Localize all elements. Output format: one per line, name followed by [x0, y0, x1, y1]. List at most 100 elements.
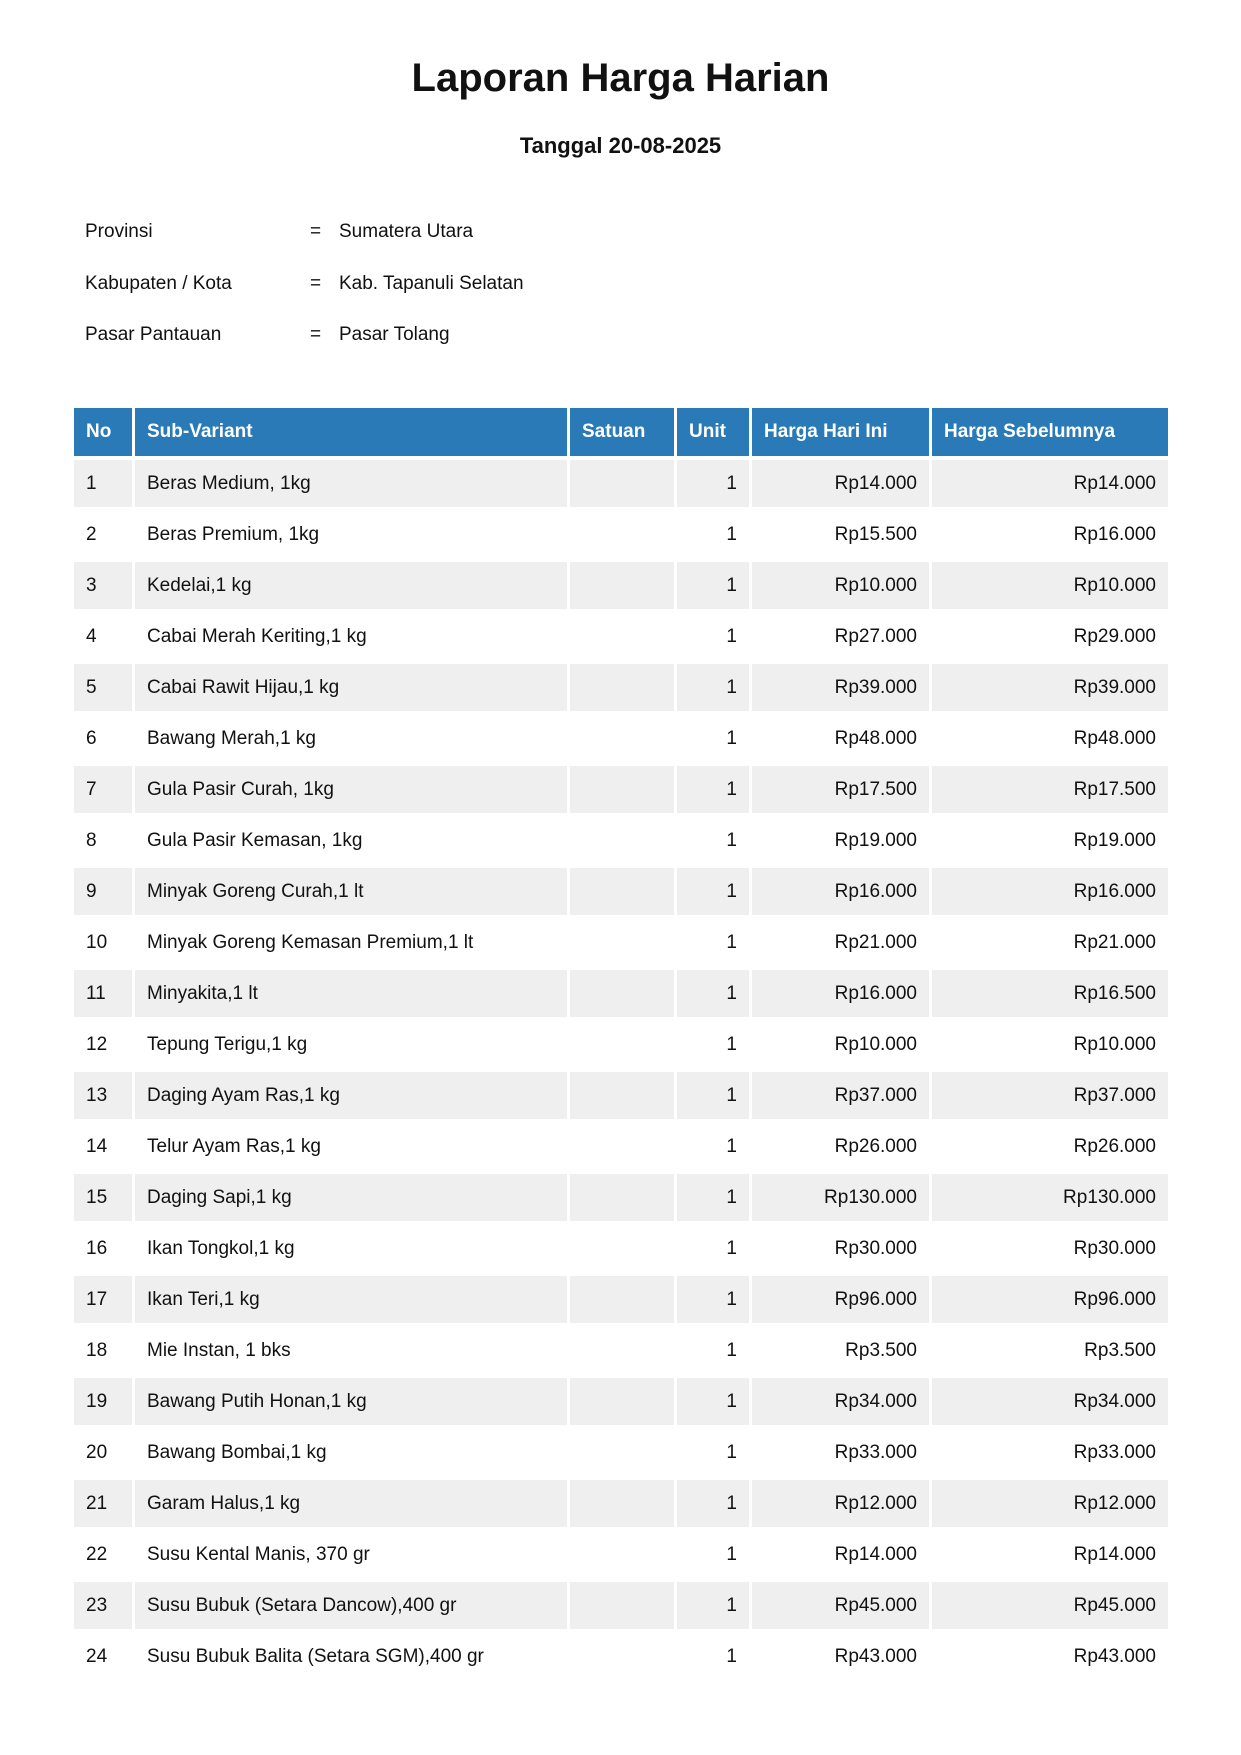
cell-sub-variant: Cabai Rawit Hijau,1 kg — [135, 664, 567, 711]
cell-unit: 1 — [677, 664, 749, 711]
cell-sub-variant: Gula Pasir Curah, 1kg — [135, 766, 567, 813]
cell-satuan — [570, 664, 674, 711]
cell-harga-sebelumnya: Rp29.000 — [1073, 625, 1156, 647]
cell-harga-hari-ini: Rp17.500 — [752, 766, 929, 813]
cell-harga-hari-ini: Rp3.500 — [845, 1339, 917, 1361]
cell-harga-hari-ini: Rp14.000 — [752, 460, 929, 507]
cell-harga-sebelumnya: Rp16.000 — [1073, 523, 1156, 545]
cell-harga-hari-ini: Rp12.000 — [752, 1480, 929, 1527]
cell-unit: 1 — [726, 1135, 737, 1157]
cell-satuan — [570, 1276, 674, 1323]
cell-harga-hari-ini: Rp10.000 — [752, 562, 929, 609]
cell-sub-variant: Minyakita,1 lt — [135, 970, 567, 1017]
cell-harga-hari-ini: Rp26.000 — [834, 1135, 917, 1157]
cell-sub-variant: Minyak Goreng Kemasan Premium,1 lt — [147, 931, 474, 953]
cell-satuan — [570, 766, 674, 813]
table-row: 13 Daging Ayam Ras,1 kg 1 Rp37.000 Rp37.000 — [74, 1072, 1168, 1119]
cell-unit: 1 — [677, 562, 749, 609]
cell-sub-variant: Telur Ayam Ras,1 kg — [147, 1135, 321, 1157]
cell-harga-hari-ini: Rp43.000 — [834, 1645, 917, 1667]
cell-harga-sebelumnya: Rp26.000 — [1073, 1135, 1156, 1157]
cell-no: 9 — [74, 868, 132, 915]
cell-sub-variant: Beras Medium, 1kg — [135, 460, 567, 507]
cell-unit: 1 — [726, 931, 737, 953]
table-row: 8 Gula Pasir Kemasan, 1kg 1 Rp19.000 Rp19.00… — [74, 817, 1168, 864]
cell-sub-variant: Bawang Putih Honan,1 kg — [135, 1378, 567, 1425]
cell-unit: 1 — [677, 766, 749, 813]
header-sub-variant: Sub-Variant — [135, 408, 567, 456]
cell-unit: 1 — [677, 1480, 749, 1527]
cell-no: 14 — [86, 1135, 108, 1157]
cell-harga-sebelumnya: Rp12.000 — [932, 1480, 1168, 1527]
cell-sub-variant: Garam Halus,1 kg — [135, 1480, 567, 1527]
cell-no: 4 — [86, 625, 97, 647]
meta-separator: = — [310, 273, 322, 294]
cell-no: 18 — [86, 1339, 108, 1361]
cell-harga-sebelumnya: Rp34.000 — [932, 1378, 1168, 1425]
cell-unit: 1 — [677, 1276, 749, 1323]
cell-unit: 1 — [677, 1072, 749, 1119]
table-header-row: No Sub-Variant Satuan Unit Harga Hari In… — [74, 408, 1168, 456]
table-row: 22 Susu Kental Manis, 370 gr 1 Rp14.000 Rp14… — [74, 1531, 1168, 1578]
cell-sub-variant: Mie Instan, 1 bks — [147, 1339, 291, 1361]
cell-unit: 1 — [677, 868, 749, 915]
meta-label: Pasar Pantauan — [85, 324, 222, 345]
cell-sub-variant: Bawang Merah,1 kg — [147, 727, 316, 749]
cell-satuan — [570, 1429, 674, 1476]
table-row: 2 Beras Premium, 1kg 1 Rp15.500 Rp16.000 — [74, 511, 1168, 558]
cell-no: 24 — [86, 1645, 108, 1667]
cell-harga-sebelumnya: Rp130.000 — [932, 1174, 1168, 1221]
cell-harga-sebelumnya: Rp14.000 — [1073, 1543, 1156, 1565]
table-row: 24 Susu Bubuk Balita (Setara SGM),400 gr 1… — [74, 1633, 1168, 1680]
cell-sub-variant: Tepung Terigu,1 kg — [147, 1033, 308, 1055]
meta-label: Kabupaten / Kota — [85, 273, 232, 294]
cell-satuan — [570, 1582, 674, 1629]
cell-satuan — [570, 1225, 674, 1272]
cell-harga-sebelumnya: Rp10.000 — [932, 562, 1168, 609]
header-no: No — [74, 408, 132, 456]
meta-value: Pasar Tolang — [339, 324, 450, 345]
cell-harga-sebelumnya: Rp16.000 — [932, 868, 1168, 915]
table-row: 6 Bawang Merah,1 kg 1 Rp48.000 Rp48.000 — [74, 715, 1168, 762]
cell-no: 20 — [86, 1441, 108, 1463]
table-row: 23 Susu Bubuk (Setara Dancow),400 gr 1 Rp45… — [74, 1582, 1168, 1629]
cell-harga-hari-ini: Rp37.000 — [752, 1072, 929, 1119]
cell-no: 17 — [74, 1276, 132, 1323]
cell-no: 13 — [74, 1072, 132, 1119]
cell-satuan — [570, 817, 674, 864]
cell-sub-variant: Minyak Goreng Curah,1 lt — [135, 868, 567, 915]
cell-unit: 1 — [726, 523, 737, 545]
table-row: 9 Minyak Goreng Curah,1 lt 1 Rp16.000 Rp16.0… — [74, 868, 1168, 915]
cell-harga-sebelumnya: Rp19.000 — [1073, 829, 1156, 851]
cell-no: 6 — [86, 727, 97, 749]
cell-satuan — [570, 919, 674, 966]
header-harga-sebelumnya: Harga Sebelumnya — [932, 408, 1168, 456]
cell-sub-variant: Daging Sapi,1 kg — [135, 1174, 567, 1221]
cell-unit: 1 — [726, 625, 737, 647]
meta-label: Provinsi — [85, 221, 153, 242]
cell-satuan — [570, 1021, 674, 1068]
cell-harga-hari-ini: Rp48.000 — [834, 727, 917, 749]
cell-harga-hari-ini: Rp15.500 — [834, 523, 917, 545]
table-row: 15 Daging Sapi,1 kg 1 Rp130.000 Rp130.000 — [74, 1174, 1168, 1221]
cell-harga-hari-ini: Rp19.000 — [834, 829, 917, 851]
table-row: 18 Mie Instan, 1 bks 1 Rp3.500 Rp3.500 — [74, 1327, 1168, 1374]
meta-value: Sumatera Utara — [339, 221, 474, 242]
table-row: 4 Cabai Merah Keriting,1 kg 1 Rp27.000 Rp29.… — [74, 613, 1168, 660]
table-row: 7 Gula Pasir Curah, 1kg 1 Rp17.500 Rp17.500 — [74, 766, 1168, 813]
cell-satuan — [570, 511, 674, 558]
table-row: 20 Bawang Bombai,1 kg 1 Rp33.000 Rp33.000 — [74, 1429, 1168, 1476]
cell-satuan — [570, 460, 674, 507]
cell-no: 2 — [86, 523, 97, 545]
table-row: 1 Beras Medium, 1kg 1 Rp14.000 Rp14.000 — [74, 460, 1168, 507]
price-table: No Sub-Variant Satuan Unit Harga Hari In… — [71, 404, 1171, 1684]
cell-harga-sebelumnya: Rp30.000 — [1073, 1237, 1156, 1259]
cell-harga-hari-ini: Rp27.000 — [834, 625, 917, 647]
cell-no: 12 — [86, 1033, 108, 1055]
cell-satuan — [570, 1072, 674, 1119]
cell-harga-hari-ini: Rp30.000 — [834, 1237, 917, 1259]
cell-unit: 1 — [726, 1441, 737, 1463]
cell-unit: 1 — [677, 1378, 749, 1425]
cell-satuan — [570, 970, 674, 1017]
table-row: 17 Ikan Teri,1 kg 1 Rp96.000 Rp96.000 — [74, 1276, 1168, 1323]
